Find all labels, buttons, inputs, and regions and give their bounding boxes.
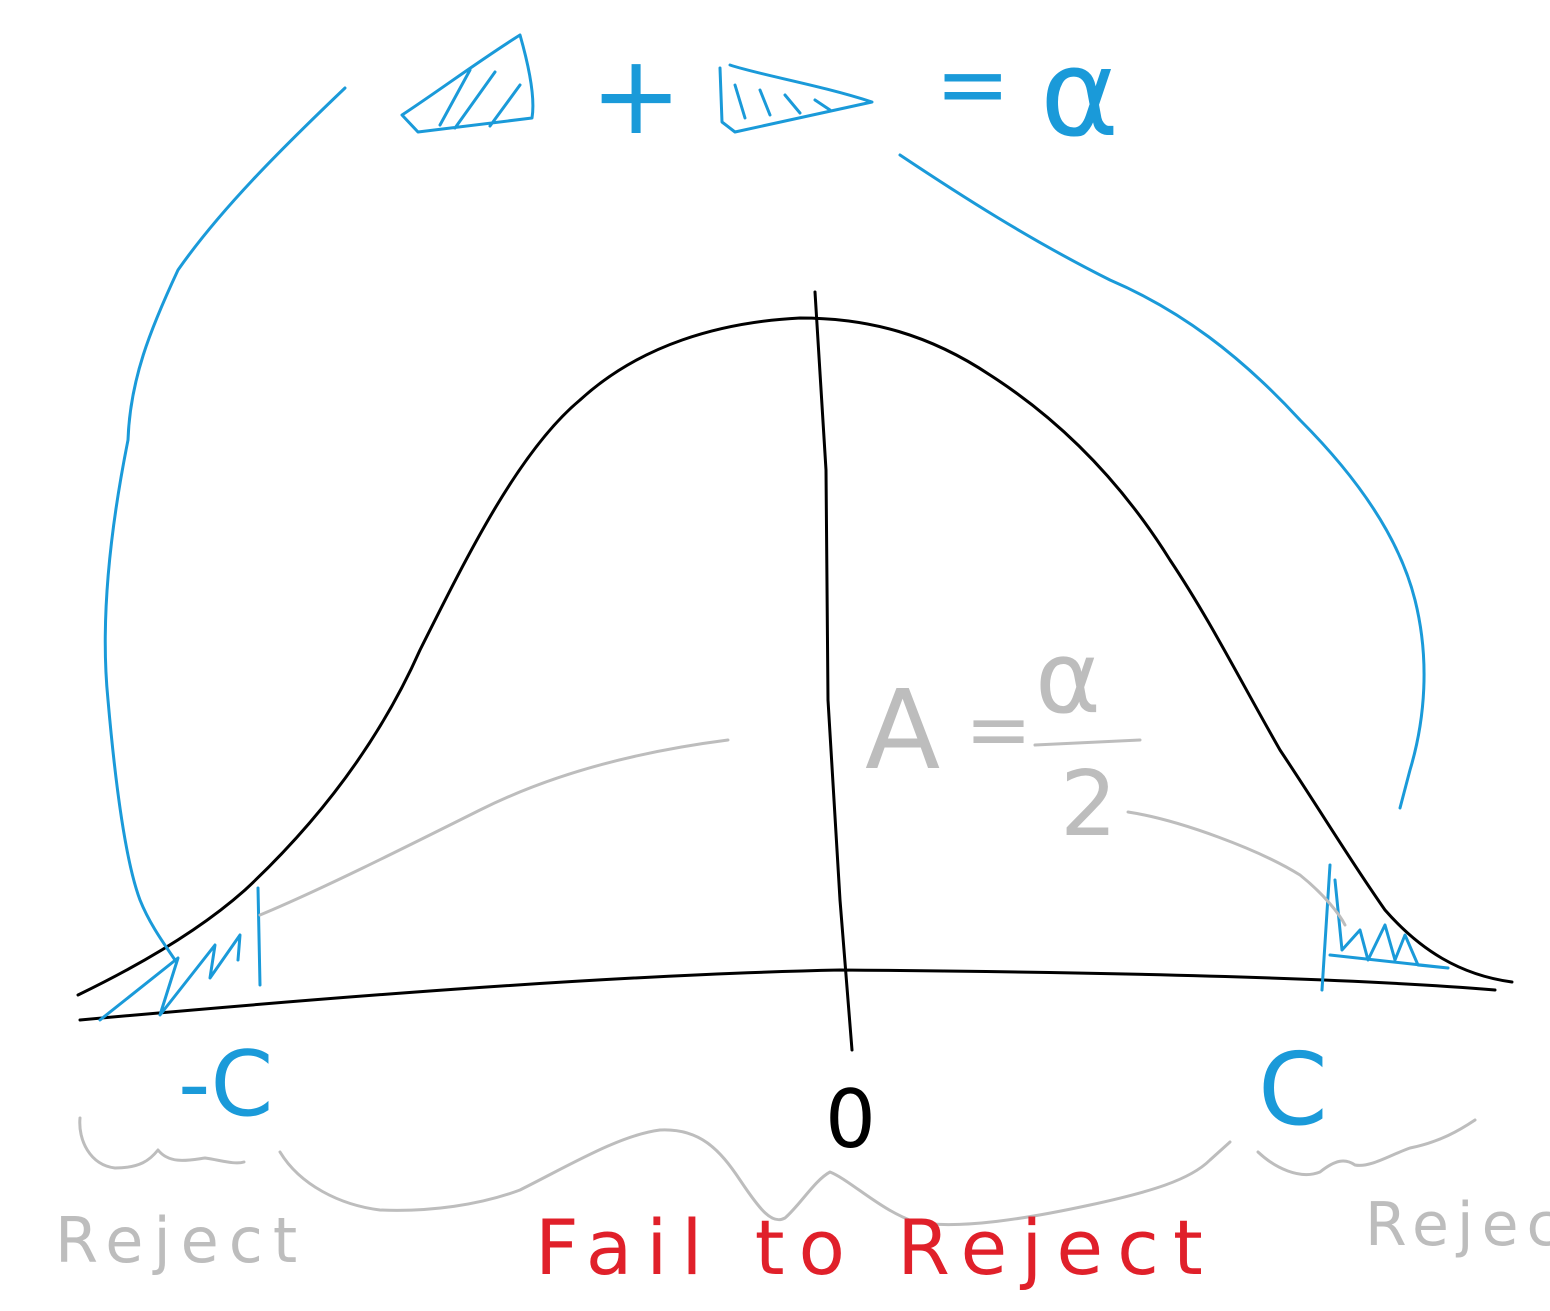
tail-area-A: A xyxy=(865,666,941,794)
right-reject-brace xyxy=(1256,1118,1477,1177)
left-reject-label: Reject xyxy=(55,1204,308,1277)
fail-to-reject-brace xyxy=(278,1128,1232,1227)
left-critical-value: -C xyxy=(178,1032,274,1137)
fraction-bar xyxy=(1033,738,1142,747)
tail-area-denominator: 2 xyxy=(1060,752,1118,857)
center-vertical-line xyxy=(813,290,854,1052)
right-critical-value: C xyxy=(1258,1031,1328,1148)
equation-plus: + xyxy=(590,31,683,159)
left-tail-leader xyxy=(258,738,730,917)
center-value: 0 xyxy=(825,1073,876,1166)
right-tail-shading xyxy=(1320,863,1450,992)
left-tail-shading xyxy=(98,886,262,1022)
equation-equals: = xyxy=(935,32,1011,137)
right-tail-area-icon xyxy=(718,63,874,134)
tail-area-equals: = xyxy=(965,683,1033,776)
right-tail-leader xyxy=(1126,810,1347,927)
left-tail-area-icon xyxy=(400,33,535,134)
equation-alpha: α xyxy=(1040,25,1120,164)
right-reject-label: Reject xyxy=(1365,1190,1550,1260)
tail-area-numerator: α xyxy=(1035,619,1101,736)
x-axis-line xyxy=(78,968,1497,1022)
fail-to-reject-label: Fail to Reject xyxy=(535,1203,1217,1292)
left-reject-brace xyxy=(78,1116,246,1170)
bell-curve xyxy=(76,316,1514,997)
right-arc-arrow xyxy=(898,153,1426,810)
left-arc-arrow xyxy=(103,86,347,962)
